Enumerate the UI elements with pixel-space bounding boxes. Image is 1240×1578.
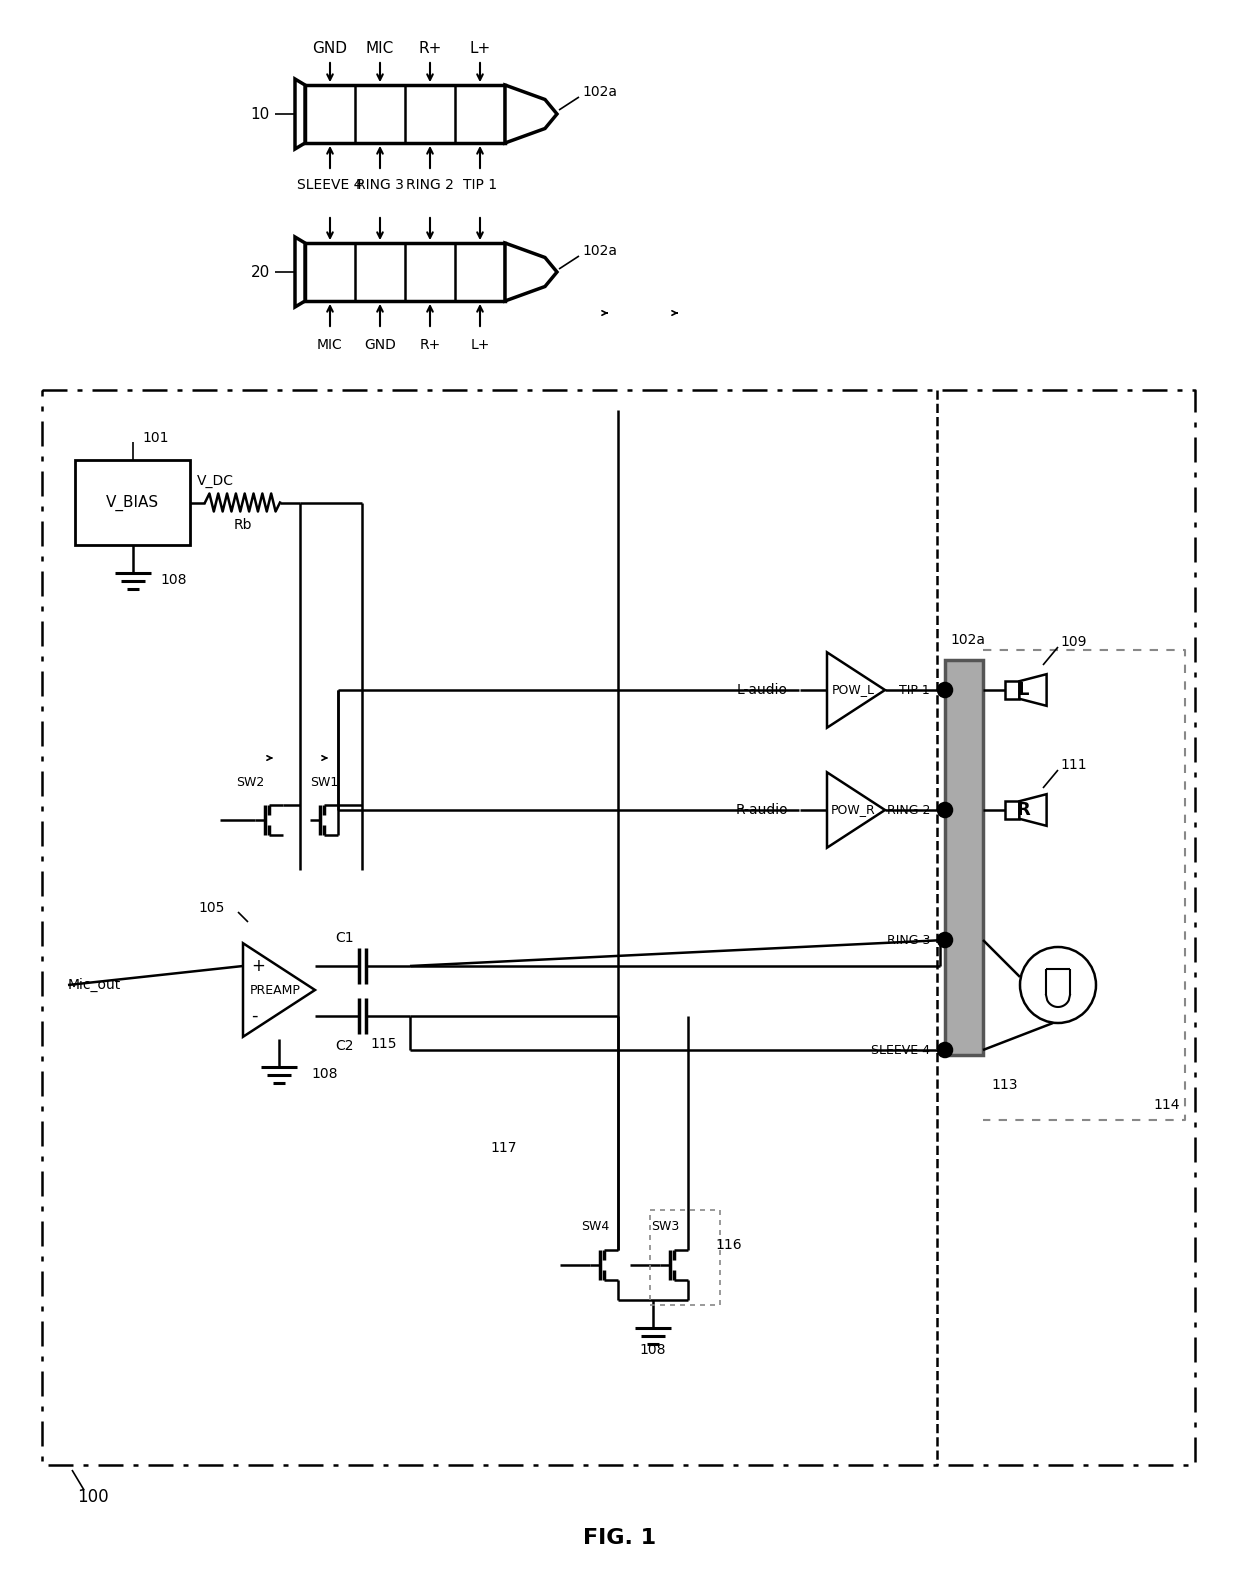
- Text: 102a: 102a: [950, 633, 985, 647]
- Text: POW_R: POW_R: [831, 803, 875, 816]
- Text: TIP 1: TIP 1: [463, 178, 497, 193]
- Text: C2: C2: [336, 1038, 355, 1053]
- Text: 108: 108: [160, 573, 187, 587]
- Text: TIP 1: TIP 1: [899, 683, 930, 696]
- Text: RING 2: RING 2: [887, 803, 930, 816]
- Text: 100: 100: [77, 1488, 109, 1505]
- Bar: [1004, 682, 1019, 699]
- Circle shape: [937, 803, 952, 817]
- Text: PREAMP: PREAMP: [250, 983, 301, 996]
- Text: -: -: [250, 1007, 258, 1026]
- Polygon shape: [505, 85, 557, 144]
- Text: POW_L: POW_L: [832, 683, 874, 696]
- Circle shape: [1021, 947, 1096, 1023]
- Text: R-audio: R-audio: [735, 803, 789, 817]
- Text: V_DC: V_DC: [196, 473, 233, 488]
- Text: L-audio: L-audio: [737, 683, 787, 697]
- Text: GND: GND: [312, 41, 347, 55]
- Bar: [305, 85, 505, 144]
- Text: 101: 101: [143, 431, 169, 445]
- Text: 108: 108: [311, 1067, 337, 1081]
- Circle shape: [937, 1043, 952, 1057]
- Text: MIC: MIC: [317, 338, 343, 352]
- Polygon shape: [827, 772, 885, 847]
- Bar: [1004, 802, 1019, 819]
- Text: L: L: [1018, 682, 1029, 699]
- Text: SW4: SW4: [580, 1220, 609, 1234]
- Text: 105: 105: [198, 901, 224, 915]
- Text: Rb: Rb: [233, 518, 252, 532]
- Text: MIC: MIC: [366, 41, 394, 55]
- Circle shape: [937, 933, 952, 947]
- Text: +: +: [250, 956, 265, 975]
- Polygon shape: [295, 237, 305, 308]
- Text: L+: L+: [470, 41, 491, 55]
- Text: R+: R+: [419, 338, 440, 352]
- Text: 113: 113: [991, 1078, 1018, 1092]
- Polygon shape: [827, 652, 885, 727]
- Text: 115: 115: [370, 1037, 397, 1051]
- Polygon shape: [1019, 794, 1047, 825]
- Text: 117: 117: [490, 1141, 517, 1155]
- Text: 109: 109: [1060, 634, 1086, 649]
- Text: 116: 116: [715, 1239, 742, 1251]
- Text: FIG. 1: FIG. 1: [584, 1528, 656, 1548]
- Text: 114: 114: [1153, 1098, 1180, 1112]
- Text: 10: 10: [250, 106, 270, 122]
- Text: SLEEVE 4: SLEEVE 4: [870, 1043, 930, 1057]
- Text: 111: 111: [1060, 757, 1086, 772]
- Text: RING 3: RING 3: [887, 934, 930, 947]
- Bar: [74, 461, 190, 544]
- Text: RING 3: RING 3: [356, 178, 404, 193]
- Polygon shape: [243, 944, 315, 1037]
- Polygon shape: [295, 79, 305, 148]
- Text: V_BIAS: V_BIAS: [105, 494, 159, 511]
- Bar: [305, 243, 505, 301]
- Text: 102a: 102a: [582, 85, 618, 99]
- Text: 108: 108: [640, 1343, 666, 1357]
- Text: SLEEVE 4: SLEEVE 4: [298, 178, 362, 193]
- Bar: [945, 660, 983, 1056]
- Text: C1: C1: [336, 931, 355, 945]
- Text: Mic_out: Mic_out: [68, 978, 122, 993]
- Polygon shape: [1019, 674, 1047, 705]
- Text: R+: R+: [418, 41, 441, 55]
- Text: SW1: SW1: [310, 775, 339, 789]
- Text: R: R: [1017, 802, 1030, 819]
- Text: GND: GND: [365, 338, 396, 352]
- Text: SW2: SW2: [236, 775, 264, 789]
- Text: 20: 20: [250, 265, 270, 279]
- Text: SW3: SW3: [651, 1220, 680, 1234]
- Text: L+: L+: [470, 338, 490, 352]
- Text: 102a: 102a: [582, 245, 618, 257]
- Text: RING 2: RING 2: [405, 178, 454, 193]
- Polygon shape: [505, 243, 557, 301]
- Circle shape: [937, 683, 952, 697]
